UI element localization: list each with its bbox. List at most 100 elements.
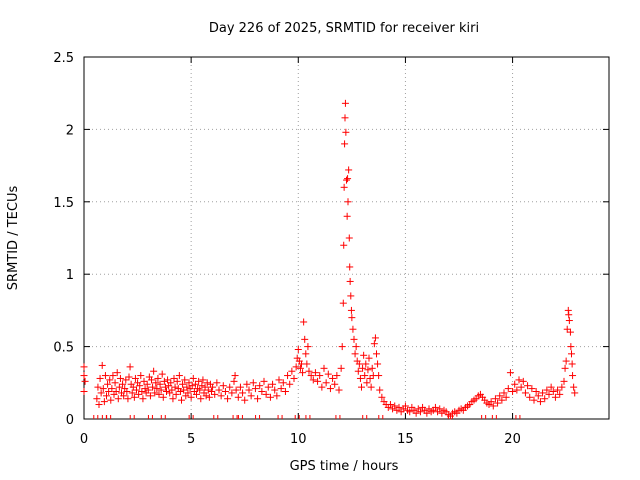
baseline-mark: [129, 415, 135, 419]
data-point: [556, 390, 564, 398]
data-point: [386, 401, 394, 409]
data-point: [412, 409, 420, 417]
data-point: [318, 383, 326, 391]
data-point: [367, 383, 375, 391]
data-point: [359, 364, 367, 372]
chart-title: Day 226 of 2025, SRMTID for receiver kir…: [209, 21, 479, 36]
data-point: [534, 392, 542, 400]
data-point: [363, 379, 371, 387]
baseline-mark: [491, 415, 497, 419]
data-point: [258, 387, 266, 395]
baseline-mark: [106, 415, 112, 419]
data-point: [105, 387, 113, 395]
data-point: [563, 325, 571, 333]
data-point: [120, 392, 128, 400]
data-point: [178, 396, 185, 404]
data-point: [100, 398, 108, 406]
data-point: [135, 390, 143, 398]
data-point: [181, 376, 189, 384]
data-point: [305, 367, 313, 375]
data-point: [500, 389, 508, 397]
data-point: [302, 350, 310, 358]
data-point: [284, 372, 292, 380]
data-point: [122, 376, 130, 384]
data-point: [551, 393, 559, 401]
data-point: [277, 385, 285, 393]
data-point: [365, 354, 373, 362]
data-point: [116, 374, 124, 382]
data-point: [570, 383, 578, 391]
x-tick-label: 20: [504, 432, 521, 447]
data-point: [187, 393, 195, 401]
data-point: [148, 376, 155, 384]
data-point: [254, 395, 262, 403]
data-point: [264, 383, 272, 391]
data-point: [311, 369, 319, 377]
data-point: [137, 372, 145, 380]
data-point: [370, 340, 378, 348]
data-point: [565, 311, 573, 319]
data-point: [138, 387, 146, 395]
data-point: [351, 350, 359, 358]
data-point: [231, 372, 239, 380]
data-point: [364, 366, 372, 374]
data-point: [271, 386, 279, 394]
y-axis-label: SRMTID / TECUs: [6, 186, 21, 291]
data-point: [150, 367, 158, 375]
data-point: [273, 392, 281, 400]
data-point: [80, 372, 88, 380]
y-tick-label: 2: [66, 123, 74, 138]
data-point: [281, 387, 289, 395]
data-point: [241, 396, 249, 404]
data-point: [355, 360, 363, 368]
data-point: [164, 376, 172, 384]
data-point: [236, 383, 244, 391]
data-point: [395, 403, 403, 411]
data-point: [292, 363, 300, 371]
data-point: [176, 387, 184, 395]
data-point: [140, 377, 148, 385]
data-point: [375, 372, 383, 380]
data-point: [290, 374, 298, 382]
y-tick-label: 1.5: [53, 196, 74, 211]
x-tick-label: 0: [80, 432, 88, 447]
data-point: [373, 350, 380, 358]
data-point: [498, 396, 506, 404]
data-point: [545, 390, 553, 398]
data-point: [224, 395, 232, 403]
data-point: [569, 372, 577, 380]
data-point: [249, 379, 257, 387]
data-point: [144, 386, 152, 394]
data-point: [133, 386, 140, 394]
data-point: [294, 345, 302, 353]
data-point: [124, 395, 132, 403]
data-point: [260, 377, 268, 385]
data-point: [340, 183, 348, 191]
data-point: [171, 383, 179, 391]
y-tick-label: 0: [66, 413, 74, 428]
data-point: [401, 402, 409, 410]
y-tick-label: 1: [66, 268, 74, 283]
data-point: [346, 277, 354, 285]
data-point: [513, 386, 521, 394]
data-point: [352, 343, 360, 351]
data-point: [519, 377, 527, 385]
data-point: [279, 379, 287, 387]
data-point: [378, 393, 386, 401]
data-point: [211, 390, 219, 398]
data-point: [184, 389, 192, 397]
data-point: [93, 395, 101, 403]
data-points: [80, 99, 579, 420]
data-point: [344, 175, 352, 183]
data-point: [344, 198, 352, 206]
baseline-mark: [335, 415, 341, 419]
baseline-mark: [237, 415, 243, 419]
data-point: [561, 364, 569, 372]
data-point: [571, 389, 579, 397]
data-point: [94, 383, 102, 391]
data-point: [329, 374, 337, 382]
data-point: [112, 387, 120, 395]
data-point: [431, 403, 439, 411]
data-point: [517, 383, 525, 391]
